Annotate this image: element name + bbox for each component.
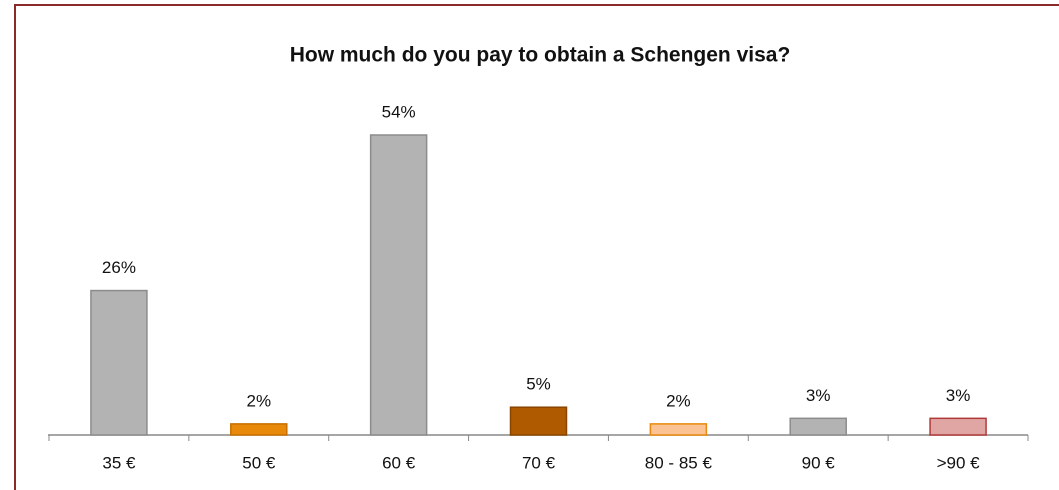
x-tick-label: 50 € — [242, 453, 276, 472]
bar — [230, 423, 288, 436]
x-tick-label: >90 € — [937, 453, 981, 472]
x-tick-label: 80 - 85 € — [645, 453, 713, 472]
bar — [90, 289, 148, 436]
x-tick-label: 70 € — [522, 453, 556, 472]
data-label: 5% — [526, 375, 551, 394]
bar — [789, 417, 847, 436]
bar — [649, 423, 708, 436]
x-tick-label: 60 € — [382, 453, 416, 472]
chart-title: How much do you pay to obtain a Schengen… — [290, 44, 791, 67]
x-tick-label: 35 € — [102, 453, 136, 472]
data-label: 3% — [806, 386, 831, 405]
bar — [509, 406, 568, 436]
bar — [369, 134, 428, 436]
data-label: 2% — [666, 391, 691, 410]
data-label: 54% — [382, 102, 416, 121]
bar — [929, 417, 987, 436]
data-label: 3% — [946, 386, 971, 405]
x-tick-label: 90 € — [802, 453, 836, 472]
data-label: 26% — [102, 258, 136, 277]
data-label: 2% — [246, 391, 271, 410]
